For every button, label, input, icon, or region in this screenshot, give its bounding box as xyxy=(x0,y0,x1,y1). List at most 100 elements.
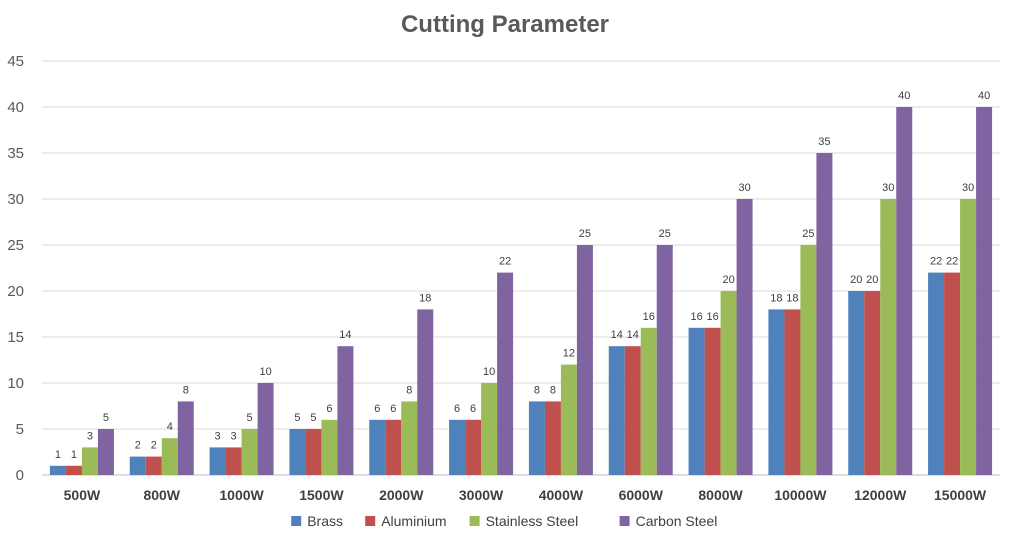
data-label: 6 xyxy=(454,403,460,415)
y-tick-label: 15 xyxy=(7,329,24,346)
bar-brass-6000w xyxy=(608,346,625,475)
data-label: 40 xyxy=(978,90,990,102)
bar-carbon-steel-3000w xyxy=(497,272,514,475)
data-label: 5 xyxy=(247,412,253,424)
x-tick-label: 15000W xyxy=(934,487,987,503)
y-tick-label: 20 xyxy=(7,283,24,300)
data-label: 3 xyxy=(231,430,237,442)
bar-aluminium-12000w xyxy=(864,291,881,475)
legend: Brass Aluminium Stainless Steel Carbon Stee… xyxy=(291,513,717,529)
data-label: 40 xyxy=(898,90,910,102)
data-label: 16 xyxy=(690,311,702,323)
bar-carbon-steel-800w xyxy=(177,401,194,475)
bar-carbon-steel-500w xyxy=(97,429,114,475)
y-tick-label: 30 xyxy=(7,191,24,208)
legend-swatch xyxy=(619,516,630,526)
data-label: 6 xyxy=(374,403,380,415)
data-label: 16 xyxy=(706,311,718,323)
data-label: 30 xyxy=(962,182,974,194)
chart-title: Cutting Parameter xyxy=(401,11,609,38)
x-axis-ticks: 500W 800W 1000W 1500W 2000W 3000W 4000W 6000W 80… xyxy=(64,487,987,503)
bar-carbon-steel-8000w xyxy=(736,199,753,475)
bar-stainless-steel-6000w xyxy=(640,327,657,475)
bar-aluminium-500w xyxy=(65,465,82,475)
bar-stainless-steel-2000w xyxy=(401,401,418,475)
y-tick-label: 0 xyxy=(16,467,24,484)
legend-label: Carbon Steel xyxy=(636,513,718,529)
data-label: 6 xyxy=(470,403,476,415)
bar-carbon-steel-10000w xyxy=(816,153,833,475)
data-label: 18 xyxy=(419,292,431,304)
bar-brass-12000w xyxy=(848,291,865,475)
bar-stainless-steel-800w xyxy=(161,438,178,475)
bar-stainless-steel-8000w xyxy=(720,291,737,475)
data-label: 14 xyxy=(339,329,351,341)
data-label: 16 xyxy=(643,311,655,323)
data-label: 25 xyxy=(659,228,671,240)
x-tick-label: 800W xyxy=(143,487,180,503)
bar-brass-500w xyxy=(49,465,66,475)
x-tick-label: 6000W xyxy=(619,487,664,503)
data-label: 1 xyxy=(71,449,77,461)
x-tick-label: 12000W xyxy=(854,487,907,503)
data-label: 5 xyxy=(103,412,109,424)
bar-brass-8000w xyxy=(688,327,705,475)
x-tick-label: 10000W xyxy=(774,487,827,503)
bar-aluminium-10000w xyxy=(784,309,801,475)
bar-brass-4000w xyxy=(528,401,545,475)
bar-brass-2000w xyxy=(369,419,386,475)
y-tick-label: 5 xyxy=(16,421,24,438)
bar-aluminium-1500w xyxy=(305,429,322,475)
bar-brass-1500w xyxy=(289,429,306,475)
y-tick-label: 25 xyxy=(7,237,24,254)
bar-aluminium-2000w xyxy=(385,419,402,475)
y-tick-label: 45 xyxy=(7,53,24,70)
x-tick-label: 500W xyxy=(64,487,101,503)
data-label: 8 xyxy=(406,384,412,396)
gridlines xyxy=(42,60,1000,476)
bar-stainless-steel-1000w xyxy=(241,429,258,475)
y-tick-label: 35 xyxy=(7,145,24,162)
bar-aluminium-1000w xyxy=(225,447,242,475)
bar-carbon-steel-12000w xyxy=(896,107,913,475)
data-label: 22 xyxy=(499,256,511,268)
data-label: 20 xyxy=(866,274,878,286)
data-label: 10 xyxy=(483,366,495,378)
data-label: 20 xyxy=(722,274,734,286)
data-label: 6 xyxy=(326,403,332,415)
data-label: 5 xyxy=(310,412,316,424)
bar-aluminium-3000w xyxy=(465,419,482,475)
bar-brass-1000w xyxy=(209,447,226,475)
data-label: 25 xyxy=(579,228,591,240)
data-label: 22 xyxy=(946,256,958,268)
bar-aluminium-800w xyxy=(145,456,162,475)
data-label: 25 xyxy=(802,228,814,240)
bar-brass-15000w xyxy=(928,272,945,475)
data-label: 10 xyxy=(259,366,271,378)
bar-carbon-steel-4000w xyxy=(576,245,593,475)
bar-stainless-steel-15000w xyxy=(960,199,977,475)
data-label: 30 xyxy=(738,182,750,194)
bars xyxy=(49,107,993,475)
data-label: 3 xyxy=(215,430,221,442)
y-tick-label: 10 xyxy=(7,375,24,392)
data-label: 5 xyxy=(294,412,300,424)
data-label: 18 xyxy=(770,292,782,304)
data-label: 20 xyxy=(850,274,862,286)
legend-swatch xyxy=(469,516,480,526)
bar-stainless-steel-3000w xyxy=(481,383,498,475)
bar-carbon-steel-1500w xyxy=(337,346,354,475)
legend-swatch xyxy=(365,516,376,526)
data-label: 14 xyxy=(611,329,623,341)
x-tick-label: 4000W xyxy=(539,487,584,503)
bar-brass-800w xyxy=(129,456,146,475)
y-tick-label: 40 xyxy=(7,99,24,116)
data-label: 8 xyxy=(550,384,556,396)
x-tick-label: 3000W xyxy=(459,487,504,503)
bar-carbon-steel-15000w xyxy=(976,107,993,475)
data-label: 8 xyxy=(534,384,540,396)
legend-label: Aluminium xyxy=(381,513,446,529)
x-tick-label: 1500W xyxy=(299,487,344,503)
